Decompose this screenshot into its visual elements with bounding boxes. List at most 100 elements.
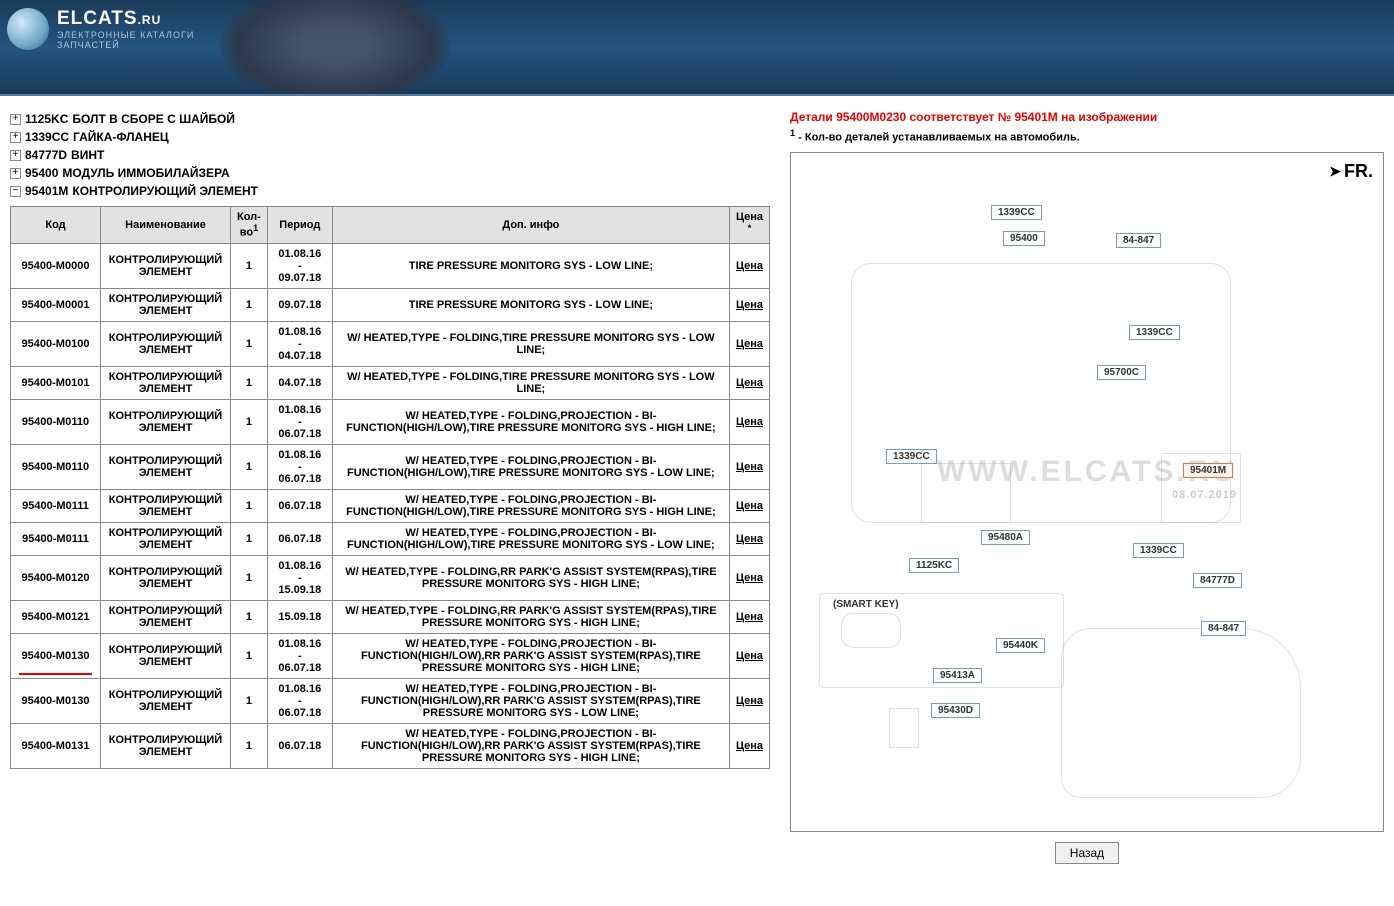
parts-table: Код Наименование Кол-во1 Период Доп. инф… [10,206,770,769]
price-link[interactable]: Цена [729,288,769,321]
price-link[interactable]: Цена [729,243,769,288]
cell-period: 09.07.18 [267,288,332,321]
logo[interactable]: ELCATS.RU ЭЛЕКТРОННЫЕ КАТАЛОГИ ЗАПЧАСТЕЙ [7,8,194,50]
tree-toggle-icon[interactable]: + [10,168,21,179]
cell-code[interactable]: 95400-M0101 [11,366,101,399]
cell-code[interactable]: 95400-M0000 [11,243,101,288]
table-row: 95400-M0130КОНТРОЛИРУЮЩИЙ ЭЛЕМЕНТ101.08.… [11,633,770,678]
cell-period: 01.08.16-06.07.18 [267,633,332,678]
price-link[interactable]: Цена [729,633,769,678]
cell-period: 06.07.18 [267,489,332,522]
diagram-label[interactable]: 1339CC [886,449,937,464]
cell-info: TIRE PRESSURE MONITORG SYS - LOW LINE; [332,243,729,288]
cell-qty: 1 [231,555,268,600]
cell-qty: 1 [231,723,268,768]
tree-toggle-icon[interactable]: + [10,132,21,143]
tree-code: 84777D [25,148,67,162]
cell-code[interactable]: 95400-M0131 [11,723,101,768]
diagram-label[interactable]: 95430D [931,703,980,718]
tree-toggle-icon[interactable]: + [10,114,21,125]
th-period: Период [267,207,332,244]
cell-info: W/ HEATED,TYPE - FOLDING,PROJECTION - BI… [332,633,729,678]
price-link[interactable]: Цена [729,723,769,768]
tree-toggle-icon[interactable]: + [10,150,21,161]
logo-tagline1: ЭЛЕКТРОННЫЕ КАТАЛОГИ [57,30,194,40]
table-row: 95400-M0110КОНТРОЛИРУЮЩИЙ ЭЛЕМЕНТ101.08.… [11,444,770,489]
cell-name: КОНТРОЛИРУЮЩИЙ ЭЛЕМЕНТ [101,399,231,444]
cell-info: W/ HEATED,TYPE - FOLDING,PROJECTION - BI… [332,399,729,444]
tree-label: БОЛТ В СБОРЕ С ШАЙБОЙ [72,112,235,126]
cell-code[interactable]: 95400-M0111 [11,522,101,555]
price-link[interactable]: Цена [729,555,769,600]
tree-item[interactable]: +84777D ВИНТ [10,146,770,164]
price-link[interactable]: Цена [729,366,769,399]
table-row: 95400-M0100КОНТРОЛИРУЮЩИЙ ЭЛЕМЕНТ101.08.… [11,321,770,366]
cell-code[interactable]: 95400-M0110 [11,444,101,489]
price-link[interactable]: Цена [729,321,769,366]
cell-code[interactable]: 95400-M0130 [11,678,101,723]
diagram-label[interactable]: 84777D [1193,573,1242,588]
table-row: 95400-M0130КОНТРОЛИРУЮЩИЙ ЭЛЕМЕНТ101.08.… [11,678,770,723]
diagram-label[interactable]: 1339CC [991,205,1042,220]
tree-item[interactable]: −95401M КОНТРОЛИРУЮЩИЙ ЭЛЕМЕНТ [10,182,770,200]
cell-code[interactable]: 95400-M0130 [11,633,101,678]
cell-info: W/ HEATED,TYPE - FOLDING,RR PARK'G ASSIS… [332,600,729,633]
logo-tagline2: ЗАПЧАСТЕЙ [57,40,194,50]
cell-period: 01.08.16-06.07.18 [267,444,332,489]
cell-period: 01.08.16-06.07.18 [267,678,332,723]
diagram-label[interactable]: (SMART KEY) [827,598,905,611]
cell-info: W/ HEATED,TYPE - FOLDING,PROJECTION - BI… [332,678,729,723]
price-link[interactable]: Цена [729,678,769,723]
diagram-label[interactable]: 95400 [1003,231,1045,246]
tree-code: 1125KC [25,112,68,126]
cell-period: 01.08.16-09.07.18 [267,243,332,288]
cell-code[interactable]: 95400-M0110 [11,399,101,444]
cell-period: 01.08.16-04.07.18 [267,321,332,366]
cell-code[interactable]: 95400-M0100 [11,321,101,366]
diagram-label[interactable]: 95401M [1183,463,1233,478]
detail-notice: Детали 95400M0230 соответствует № 95401M… [790,110,1384,124]
diagram-label[interactable]: 1339CC [1133,543,1184,558]
site-header: ELCATS.RU ЭЛЕКТРОННЫЕ КАТАЛОГИ ЗАПЧАСТЕЙ [0,0,1394,96]
diagram-label[interactable]: 95480A [981,530,1030,545]
arrow-icon: ➤ [1329,163,1341,180]
price-link[interactable]: Цена [729,444,769,489]
price-link[interactable]: Цена [729,399,769,444]
diagram-label[interactable]: 95413A [933,668,982,683]
table-row: 95400-M0101КОНТРОЛИРУЮЩИЙ ЭЛЕМЕНТ104.07.… [11,366,770,399]
diagram-label[interactable]: 1125KC [909,558,959,573]
diagram-label[interactable]: 1339CC [1129,325,1180,340]
cell-code[interactable]: 95400-M0001 [11,288,101,321]
table-row: 95400-M0120КОНТРОЛИРУЮЩИЙ ЭЛЕМЕНТ101.08.… [11,555,770,600]
cell-qty: 1 [231,321,268,366]
table-row: 95400-M0111КОНТРОЛИРУЮЩИЙ ЭЛЕМЕНТ106.07.… [11,489,770,522]
price-link[interactable]: Цена [729,522,769,555]
tree-toggle-icon[interactable]: − [10,186,21,197]
smart-key-fob [841,613,901,648]
cell-qty: 1 [231,633,268,678]
cell-period: 15.09.18 [267,600,332,633]
diagram-label[interactable]: 95440K [996,638,1045,653]
cell-info: W/ HEATED,TYPE - FOLDING,PROJECTION - BI… [332,723,729,768]
cell-code[interactable]: 95400-M0121 [11,600,101,633]
tree-item[interactable]: +95400 МОДУЛЬ ИММОБИЛАЙЗЕРА [10,164,770,182]
cell-code[interactable]: 95400-M0111 [11,489,101,522]
cell-qty: 1 [231,399,268,444]
cell-qty: 1 [231,444,268,489]
logo-tld: .RU [138,13,162,27]
diagram-label[interactable]: 84-847 [1201,621,1246,636]
cell-qty: 1 [231,600,268,633]
th-qty: Кол-во1 [231,207,268,244]
price-link[interactable]: Цена [729,489,769,522]
cell-info: W/ HEATED,TYPE - FOLDING,PROJECTION - BI… [332,444,729,489]
cell-info: W/ HEATED,TYPE - FOLDING,RR PARK'G ASSIS… [332,555,729,600]
cell-code[interactable]: 95400-M0120 [11,555,101,600]
price-link[interactable]: Цена [729,600,769,633]
tree-item[interactable]: +1339CC ГАЙКА-ФЛАНЕЦ [10,128,770,146]
diagram-label[interactable]: 95700C [1097,365,1146,380]
tree-item[interactable]: +1125KC БОЛТ В СБОРЕ С ШАЙБОЙ [10,110,770,128]
back-button[interactable]: Назад [1055,842,1119,864]
th-code: Код [11,207,101,244]
fr-indicator: ➤ FR. [1329,161,1373,182]
diagram-label[interactable]: 84-847 [1116,233,1161,248]
